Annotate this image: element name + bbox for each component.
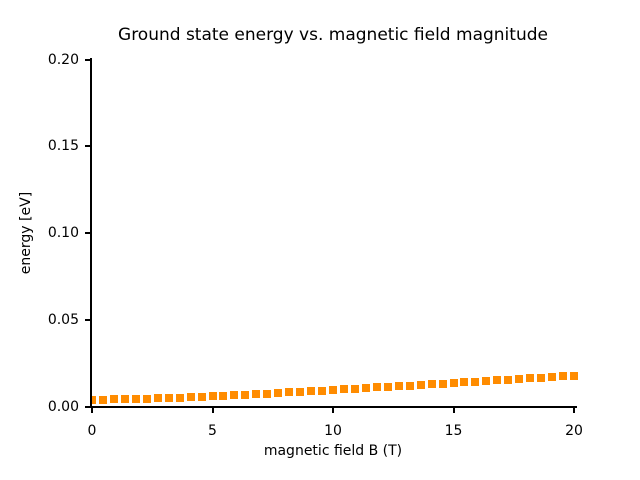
data-point-marker: [98, 395, 107, 404]
y-tick-label: 0.15: [47, 138, 79, 155]
data-point-marker: [361, 384, 370, 393]
data-point-marker: [285, 388, 294, 397]
data-point-marker: [405, 381, 414, 390]
data-point-marker: [372, 383, 381, 392]
data-point-marker: [241, 390, 250, 399]
x-tick-label: 15: [444, 423, 463, 439]
data-point-marker: [570, 371, 578, 380]
data-point-marker: [186, 393, 195, 402]
data-point-marker: [449, 378, 458, 387]
plot-title: Ground state energy vs. magnetic field m…: [118, 25, 548, 45]
data-point-marker: [460, 378, 469, 387]
x-axis-label: magnetic field B (T): [263, 443, 403, 459]
data-point-marker: [350, 384, 359, 393]
y-tick-label: 0.20: [47, 51, 79, 68]
data-point-marker: [120, 395, 129, 404]
data-point-marker: [504, 375, 513, 384]
left-spine: [90, 58, 92, 408]
data-point-marker: [197, 392, 206, 401]
data-point-marker: [274, 389, 283, 397]
x-tick-label: 10: [324, 423, 342, 439]
x-tick-mark: [91, 408, 93, 413]
x-tick-mark: [573, 408, 575, 413]
data-point-marker: [153, 394, 162, 403]
x-tick-label: 20: [565, 423, 583, 439]
y-tick-mark: [85, 145, 90, 148]
data-point-marker: [548, 373, 557, 382]
data-point-marker: [219, 391, 228, 400]
data-point-marker: [92, 395, 96, 404]
y-tick-label: 0.05: [47, 311, 79, 328]
bottom-spine: [90, 406, 577, 408]
y-tick-label: 0.10: [47, 225, 79, 241]
data-point-marker: [427, 380, 436, 389]
data-point-marker: [175, 393, 184, 402]
x-tick-label: 5: [208, 423, 217, 439]
y-tick-mark: [85, 58, 90, 61]
data-point-marker: [559, 372, 568, 381]
y-tick-mark: [85, 405, 90, 408]
data-point-marker: [208, 392, 217, 401]
y-tick-label: 0.00: [47, 398, 79, 415]
y-tick-mark: [85, 232, 90, 234]
x-tick-label: 0: [87, 423, 97, 439]
data-point-marker: [318, 386, 327, 395]
data-point-marker: [471, 377, 480, 386]
y-tick-mark: [85, 318, 90, 321]
data-point-marker: [142, 394, 151, 403]
data-point-marker: [263, 389, 272, 398]
data-point-marker: [493, 376, 502, 385]
data-point-marker: [109, 395, 118, 404]
data-point-marker: [339, 385, 348, 394]
data-point-marker: [307, 387, 316, 396]
x-tick-mark: [211, 408, 214, 413]
data-point-marker: [252, 390, 261, 399]
data-point-marker: [537, 373, 546, 382]
data-point-marker: [416, 380, 425, 389]
data-point-marker: [164, 394, 173, 403]
data-point-marker: [526, 374, 535, 383]
data-point-marker: [131, 395, 140, 404]
data-point-marker: [394, 382, 403, 391]
data-point-marker: [329, 385, 337, 394]
x-tick-mark: [332, 408, 334, 413]
x-tick-mark: [452, 408, 455, 413]
data-point-marker: [296, 387, 305, 396]
plot-area: [92, 50, 578, 410]
data-point-marker: [515, 375, 524, 384]
data-point-marker: [438, 379, 447, 388]
data-point-marker: [482, 377, 491, 385]
data-point-marker: [230, 391, 239, 400]
data-point-marker: [383, 382, 392, 391]
